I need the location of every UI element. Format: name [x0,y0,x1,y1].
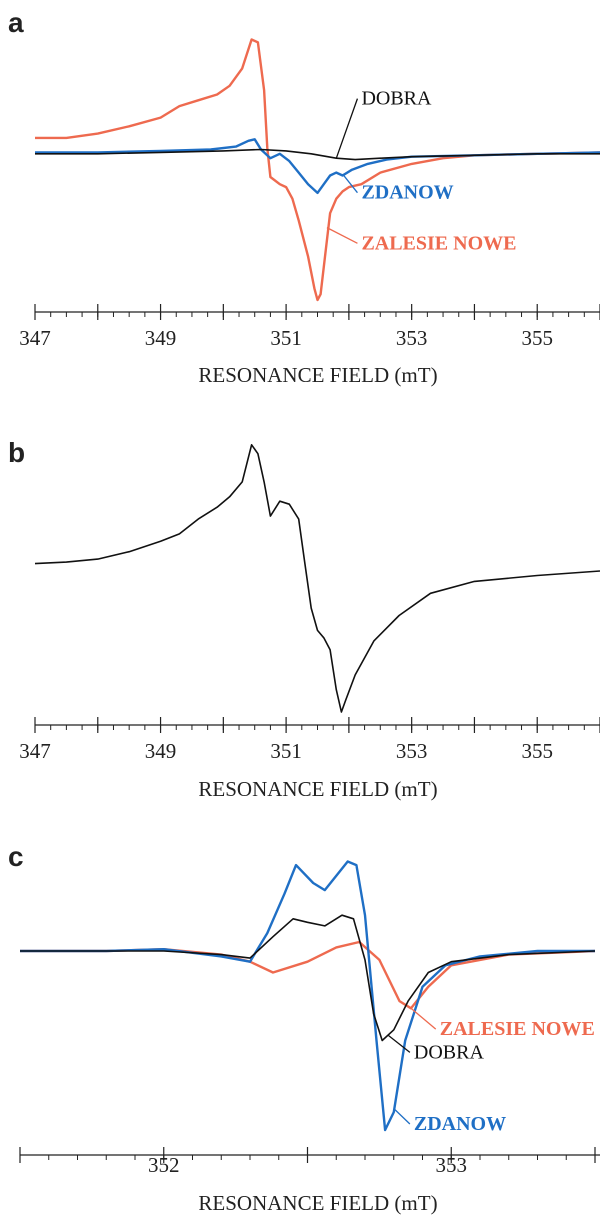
label-pointer [335,98,359,159]
series-label-zalesie-nowe: ZALESIE NOWE [361,232,516,254]
x-tick-label: 355 [521,739,553,763]
series-line-spectrum [34,444,600,713]
x-axis-title: RESONANCE FIELD (mT) [198,1191,437,1215]
panel-b: b 347 349 351 353 355 RESONANCE FIELD (mT) [8,437,600,801]
series-label-dobra: DOBRA [361,88,432,110]
label-pointer [393,1108,411,1125]
series-line-dobra [20,914,596,1042]
series-label-zdanow: ZDANOW [414,1113,506,1135]
label-pointer [387,1034,411,1053]
series-line-zdanow [35,138,600,195]
x-tick-label: 347 [19,326,51,350]
label-pointer [326,227,358,244]
panel-a: a DOBRA ZDANOW ZALESIE NOWE 347 349 351 353 355 R… [8,7,600,387]
panel-letter: a [8,7,24,38]
series-line-dobra [35,148,600,161]
series-label-zdanow: ZDANOW [361,182,453,204]
series-line-zdanow [20,860,595,1132]
series-line-zalesie-nowe [35,38,600,302]
x-tick-label: 351 [270,326,302,350]
panel-letter: b [8,437,25,468]
x-tick-label: 353 [396,739,428,763]
x-axis-title: RESONANCE FIELD (mT) [198,777,437,801]
x-tick-label: 353 [436,1153,468,1177]
x-tick-label: 349 [145,326,177,350]
label-pointer [342,173,358,194]
x-tick-label: 351 [270,739,302,763]
x-tick-label: 353 [396,326,428,350]
series-label-dobra: DOBRA [414,1041,485,1063]
x-tick-label: 349 [145,739,177,763]
x-tick-label: 347 [19,739,51,763]
x-tick-label: 355 [521,326,553,350]
x-axis-title: RESONANCE FIELD (mT) [198,363,437,387]
panel-letter: c [8,841,24,872]
label-pointer [410,1007,437,1030]
series-label-zalesie-nowe: ZALESIE NOWE [440,1018,595,1040]
x-tick-label: 352 [148,1153,180,1177]
